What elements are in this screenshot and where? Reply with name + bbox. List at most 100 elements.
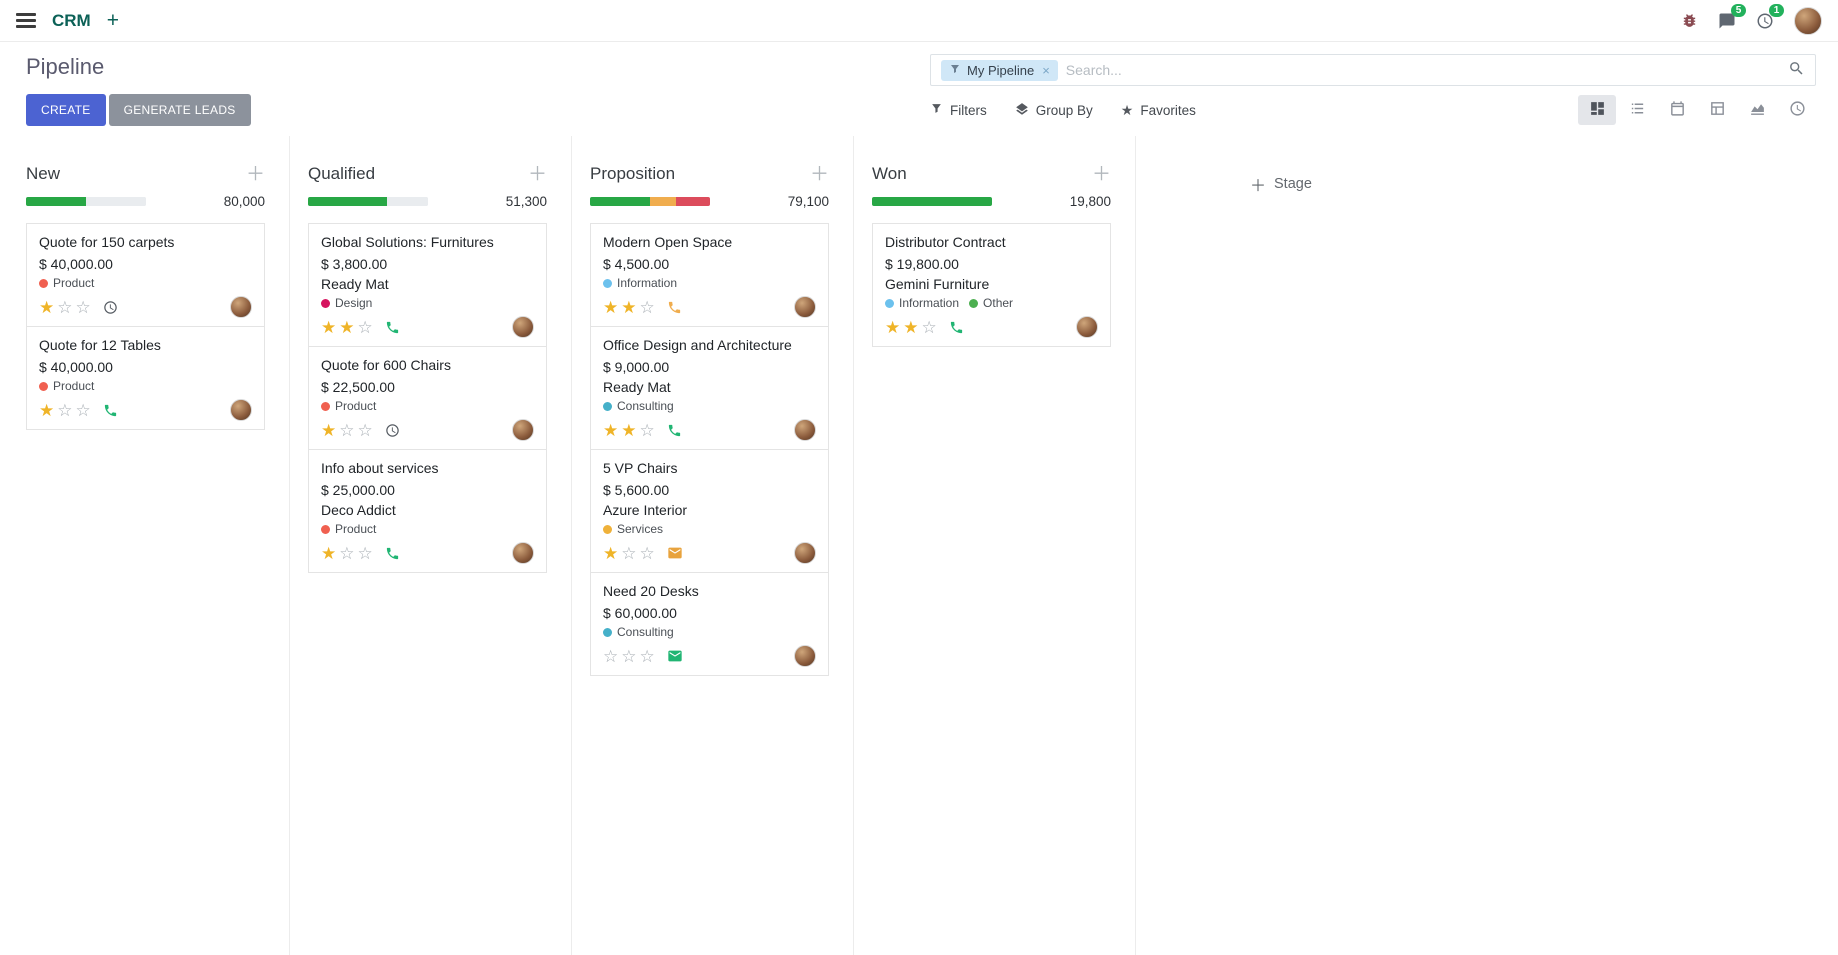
star-filled-icon[interactable]: ★ bbox=[39, 297, 58, 317]
add-card-button[interactable]: ＋ bbox=[245, 163, 265, 185]
star-filled-icon[interactable]: ★ bbox=[603, 543, 622, 563]
phone-activity-icon[interactable] bbox=[667, 300, 682, 315]
star-filled-icon[interactable]: ★ bbox=[885, 317, 904, 337]
envelope-activity-icon[interactable] bbox=[667, 545, 683, 561]
app-name[interactable]: CRM bbox=[52, 10, 91, 30]
phone-activity-icon[interactable] bbox=[385, 320, 400, 335]
star-filled-icon[interactable]: ★ bbox=[603, 420, 622, 440]
star-empty-icon[interactable]: ☆ bbox=[621, 646, 640, 666]
star-filled-icon[interactable]: ★ bbox=[339, 317, 358, 337]
progress-segment[interactable] bbox=[676, 197, 710, 206]
star-filled-icon[interactable]: ★ bbox=[621, 297, 640, 317]
star-filled-icon[interactable]: ★ bbox=[39, 400, 58, 420]
star-empty-icon[interactable]: ☆ bbox=[621, 543, 640, 563]
star-empty-icon[interactable]: ☆ bbox=[921, 317, 940, 337]
view-kanban-button[interactable] bbox=[1578, 95, 1616, 125]
star-empty-icon[interactable]: ☆ bbox=[639, 646, 658, 666]
favorites-button[interactable]: ★ Favorites bbox=[1121, 102, 1196, 119]
envelope-activity-icon[interactable] bbox=[667, 648, 683, 664]
star-empty-icon[interactable]: ☆ bbox=[75, 297, 94, 317]
kanban-card[interactable]: Info about services $ 25,000.00 Deco Add… bbox=[308, 449, 547, 573]
progress-segment[interactable] bbox=[590, 197, 650, 206]
star-empty-icon[interactable]: ☆ bbox=[357, 317, 376, 337]
view-pivot-button[interactable] bbox=[1698, 95, 1736, 125]
filters-button[interactable]: Filters bbox=[930, 102, 987, 119]
kanban-card[interactable]: Need 20 Desks $ 60,000.00 Consulting ☆☆☆ bbox=[590, 572, 829, 676]
kanban-card[interactable]: Modern Open Space $ 4,500.00 Information… bbox=[590, 223, 829, 327]
star-filled-icon[interactable]: ★ bbox=[603, 297, 622, 317]
progress-segment[interactable] bbox=[86, 197, 146, 206]
view-list-button[interactable] bbox=[1618, 95, 1656, 125]
add-card-button[interactable]: ＋ bbox=[1091, 163, 1111, 185]
add-card-button[interactable]: ＋ bbox=[527, 163, 547, 185]
view-switcher bbox=[1578, 95, 1816, 125]
phone-activity-icon[interactable] bbox=[667, 423, 682, 438]
kanban-card[interactable]: 5 VP Chairs $ 5,600.00 Azure Interior Se… bbox=[590, 449, 829, 573]
facet-filter-icon bbox=[949, 63, 961, 78]
clock-activity-icon[interactable] bbox=[385, 423, 400, 438]
plus-icon: ＋ bbox=[1250, 178, 1267, 195]
kanban-card[interactable]: Quote for 600 Chairs $ 22,500.00 Product… bbox=[308, 346, 547, 450]
star-empty-icon[interactable]: ☆ bbox=[639, 420, 658, 440]
card-title: Quote for 600 Chairs bbox=[321, 357, 451, 373]
progress-segment[interactable] bbox=[387, 197, 428, 206]
view-graph-button[interactable] bbox=[1738, 95, 1776, 125]
progress-segment[interactable] bbox=[650, 197, 677, 206]
kanban-card[interactable]: Quote for 150 carpets $ 40,000.00 Produc… bbox=[26, 223, 265, 327]
tag-label: Product bbox=[335, 522, 377, 536]
star-empty-icon[interactable]: ☆ bbox=[339, 543, 358, 563]
messages-button[interactable]: 5 bbox=[1718, 3, 1746, 30]
search-facet[interactable]: My Pipeline × bbox=[941, 59, 1058, 81]
apps-menu-icon[interactable] bbox=[16, 13, 36, 28]
generate-leads-button[interactable]: GENERATE LEADS bbox=[108, 94, 251, 126]
debug-bug-button[interactable] bbox=[1681, 12, 1698, 29]
create-button[interactable]: CREATE bbox=[26, 94, 106, 126]
card-partner: Ready Mat bbox=[603, 379, 671, 395]
search-button[interactable] bbox=[1788, 60, 1805, 80]
activities-button[interactable]: 1 bbox=[1756, 3, 1784, 30]
star-empty-icon[interactable]: ☆ bbox=[57, 297, 76, 317]
user-avatar[interactable] bbox=[1794, 6, 1822, 35]
card-amount: $ 22,500.00 bbox=[321, 379, 395, 395]
star-empty-icon[interactable]: ☆ bbox=[357, 543, 376, 563]
phone-activity-icon[interactable] bbox=[385, 546, 400, 561]
search-input[interactable] bbox=[1065, 62, 1780, 78]
kanban-card[interactable]: Office Design and Architecture $ 9,000.0… bbox=[590, 326, 829, 450]
star-empty-icon[interactable]: ☆ bbox=[75, 400, 94, 420]
star-empty-icon[interactable]: ☆ bbox=[339, 420, 358, 440]
facet-remove-icon[interactable]: × bbox=[1042, 62, 1050, 78]
clock-activity-icon[interactable] bbox=[103, 300, 118, 315]
card-partner: Ready Mat bbox=[321, 276, 389, 292]
view-calendar-button[interactable] bbox=[1658, 95, 1696, 125]
add-card-button[interactable]: ＋ bbox=[809, 163, 829, 185]
kanban-card[interactable]: Quote for 12 Tables $ 40,000.00 Product … bbox=[26, 326, 265, 430]
phone-activity-icon[interactable] bbox=[103, 403, 118, 418]
star-filled-icon[interactable]: ★ bbox=[621, 420, 640, 440]
nav-plus-button[interactable]: + bbox=[106, 9, 119, 32]
progress-segment[interactable] bbox=[872, 197, 992, 206]
card-stars: ★☆☆ bbox=[603, 545, 658, 562]
card-avatar bbox=[794, 296, 816, 318]
star-filled-icon[interactable]: ★ bbox=[321, 317, 340, 337]
star-empty-icon[interactable]: ☆ bbox=[639, 543, 658, 563]
phone-activity-icon[interactable] bbox=[949, 320, 964, 335]
progress-segment[interactable] bbox=[308, 197, 388, 206]
search-bar[interactable]: My Pipeline × bbox=[930, 54, 1816, 86]
column-cards: Quote for 150 carpets $ 40,000.00 Produc… bbox=[26, 223, 265, 430]
star-empty-icon[interactable]: ☆ bbox=[603, 646, 622, 666]
add-stage-button[interactable]: ＋ Stage bbox=[1250, 172, 1312, 196]
view-activity-button[interactable] bbox=[1778, 95, 1816, 125]
progress-segment[interactable] bbox=[26, 197, 86, 206]
list-icon bbox=[1629, 100, 1646, 120]
star-empty-icon[interactable]: ☆ bbox=[357, 420, 376, 440]
star-filled-icon[interactable]: ★ bbox=[321, 420, 340, 440]
card-avatar bbox=[230, 399, 252, 421]
add-stage-label: Stage bbox=[1274, 176, 1312, 192]
star-empty-icon[interactable]: ☆ bbox=[57, 400, 76, 420]
kanban-card[interactable]: Distributor Contract $ 19,800.00 Gemini … bbox=[872, 223, 1111, 347]
star-filled-icon[interactable]: ★ bbox=[903, 317, 922, 337]
star-empty-icon[interactable]: ☆ bbox=[639, 297, 658, 317]
kanban-card[interactable]: Global Solutions: Furnitures $ 3,800.00 … bbox=[308, 223, 547, 347]
star-filled-icon[interactable]: ★ bbox=[321, 543, 340, 563]
group-by-button[interactable]: Group By bbox=[1015, 102, 1093, 119]
